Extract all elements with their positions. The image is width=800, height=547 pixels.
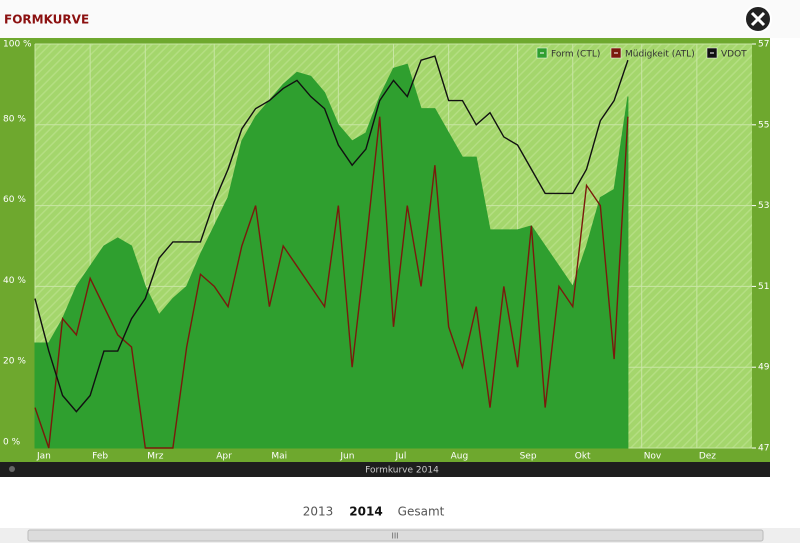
series-line: [34, 55, 629, 413]
y2-tick-label: 55.0: [758, 120, 778, 130]
y2-tick-label: 53.0: [758, 201, 778, 211]
y-tick-label: 60 %: [3, 195, 26, 205]
x-tick-label: Sep: [520, 452, 537, 462]
x-tick-label: Jul: [395, 452, 407, 462]
y-tick-label: 0 %: [3, 438, 21, 448]
x-tick-label: Jan: [36, 452, 51, 462]
year-tab[interactable]: 2014: [349, 505, 382, 519]
year-tab[interactable]: 2013: [303, 505, 334, 519]
series-line: [34, 116, 629, 449]
x-tick-label: Nov: [644, 452, 662, 462]
scroll-grip: III: [391, 532, 398, 541]
y2-tick-label: 49.0: [758, 363, 778, 373]
y-tick-label: 80 %: [3, 114, 26, 124]
y-tick-label: 100 %: [3, 40, 32, 50]
x-tick-label: Mai: [271, 452, 287, 462]
year-tab[interactable]: Gesamt: [398, 505, 445, 519]
x-tick-label: Jun: [339, 452, 354, 462]
dialog-title: FORMKURVE: [4, 13, 89, 27]
legend-label: VDOT: [721, 50, 747, 60]
y-tick-label: 40 %: [3, 276, 26, 286]
y2-tick-label: 57.0: [758, 40, 778, 50]
chart-title: Formkurve 2014: [365, 466, 439, 476]
x-tick-label: Mrz: [147, 452, 163, 462]
footer-icon: [9, 466, 15, 472]
legend-label: Müdigkeit (ATL): [625, 50, 695, 60]
close-button[interactable]: [744, 5, 772, 33]
x-tick-label: Dez: [699, 452, 716, 462]
x-tick-label: Aug: [451, 452, 469, 462]
chart-footer: [0, 462, 770, 477]
y2-tick-label: 51.0: [758, 282, 778, 292]
x-tick-label: Okt: [575, 452, 591, 462]
x-tick-label: Apr: [216, 452, 232, 462]
scrollbar-thumb[interactable]: [27, 529, 764, 542]
dialog-header: [0, 0, 800, 38]
x-tick-label: Feb: [92, 452, 108, 462]
y2-tick-label: 47.0: [758, 444, 778, 454]
y-tick-label: 20 %: [3, 357, 26, 367]
legend-label: Form (CTL): [551, 50, 600, 60]
